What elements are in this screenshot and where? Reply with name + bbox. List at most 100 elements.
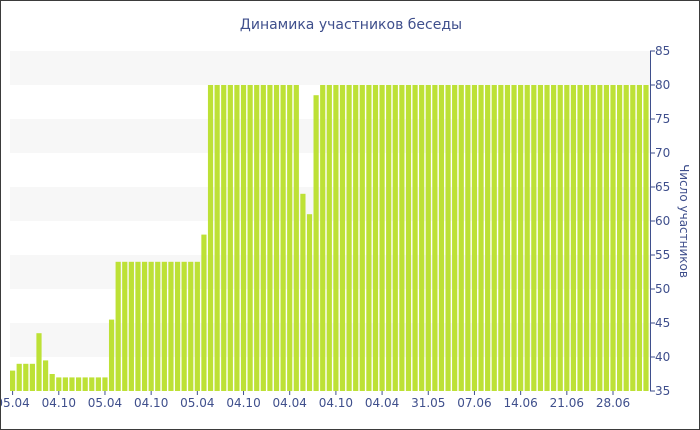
bar xyxy=(630,85,636,391)
bar xyxy=(597,85,603,391)
bar xyxy=(56,377,62,391)
x-tick-label: 04.10 xyxy=(226,396,260,410)
bar xyxy=(524,85,530,391)
bar xyxy=(89,377,95,391)
bar xyxy=(518,85,524,391)
bar xyxy=(405,85,412,391)
bar xyxy=(346,85,352,391)
bar xyxy=(590,85,596,391)
y-tick-label: 35 xyxy=(655,384,670,398)
bar xyxy=(122,261,128,391)
bar xyxy=(108,319,115,391)
bar xyxy=(498,85,504,391)
bar xyxy=(353,85,359,391)
bar xyxy=(379,85,385,391)
bar xyxy=(135,261,141,391)
bar xyxy=(36,333,42,391)
bar xyxy=(458,85,464,391)
y-axis-label: Число участников xyxy=(677,164,691,278)
bar xyxy=(478,85,484,391)
bar xyxy=(564,85,570,391)
bar xyxy=(557,85,563,391)
bar xyxy=(392,85,398,391)
bar xyxy=(366,85,372,391)
bar xyxy=(247,85,253,391)
bar xyxy=(194,261,200,391)
x-tick-label: 28.06 xyxy=(596,396,630,410)
y-tick-label: 70 xyxy=(655,146,670,160)
bar xyxy=(69,377,75,391)
bar xyxy=(155,261,161,391)
bar xyxy=(544,85,550,391)
bar xyxy=(636,85,642,391)
bar xyxy=(617,85,623,391)
bar xyxy=(491,85,497,391)
bar xyxy=(412,85,418,391)
bar xyxy=(537,85,544,391)
bar xyxy=(577,85,583,391)
bar xyxy=(386,85,392,391)
bar xyxy=(260,85,266,391)
bar xyxy=(287,85,293,391)
bar xyxy=(10,370,16,391)
bar xyxy=(102,377,108,391)
chart-title: Динамика участников беседы xyxy=(240,17,462,33)
y-ticks: 35 40 45 50 55 60 65 70 75 80 85 xyxy=(650,44,670,398)
bar xyxy=(267,85,273,391)
x-tick-label: 04.04 xyxy=(273,396,307,410)
bar xyxy=(148,261,154,391)
bar xyxy=(16,363,22,391)
bar xyxy=(610,85,616,391)
bar xyxy=(313,95,319,391)
bar xyxy=(188,261,194,391)
bar xyxy=(445,85,451,391)
bar xyxy=(29,363,35,391)
x-tick-label: 31.05 xyxy=(411,396,445,410)
bar xyxy=(207,85,214,391)
x-tick-label: 04.04 xyxy=(365,396,399,410)
bar xyxy=(115,261,121,391)
bar xyxy=(280,85,286,391)
bar xyxy=(293,85,299,391)
bar xyxy=(399,85,405,391)
bar xyxy=(372,85,379,391)
bar xyxy=(95,377,101,391)
bar xyxy=(504,85,511,391)
y-tick-label: 50 xyxy=(655,282,670,296)
bar xyxy=(320,85,326,391)
bar xyxy=(227,85,233,391)
bar xyxy=(452,85,458,391)
x-tick-label: 04.10 xyxy=(42,396,76,410)
bars xyxy=(10,85,649,391)
bar xyxy=(174,261,181,391)
bar xyxy=(128,261,134,391)
bar xyxy=(161,261,167,391)
bar xyxy=(141,261,148,391)
bar xyxy=(49,374,55,391)
bar xyxy=(221,85,227,391)
bar xyxy=(300,193,306,391)
bar xyxy=(551,85,557,391)
y-tick-label: 40 xyxy=(655,350,670,364)
y-tick-label: 85 xyxy=(655,44,670,58)
bar xyxy=(168,261,174,391)
y-tick-label: 65 xyxy=(655,180,670,194)
y-tick-label: 75 xyxy=(655,112,670,126)
y-tick-label: 45 xyxy=(655,316,670,330)
bar xyxy=(603,85,610,391)
bar xyxy=(643,85,649,391)
x-tick-label: 04.10 xyxy=(134,396,168,410)
bar xyxy=(438,85,445,391)
bar xyxy=(234,85,240,391)
bar xyxy=(339,85,346,391)
bar xyxy=(254,85,260,391)
bar xyxy=(240,85,247,391)
bar xyxy=(465,85,471,391)
bar xyxy=(359,85,365,391)
bar xyxy=(201,234,207,391)
bar xyxy=(82,377,88,391)
bar xyxy=(62,377,68,391)
bar xyxy=(584,85,590,391)
